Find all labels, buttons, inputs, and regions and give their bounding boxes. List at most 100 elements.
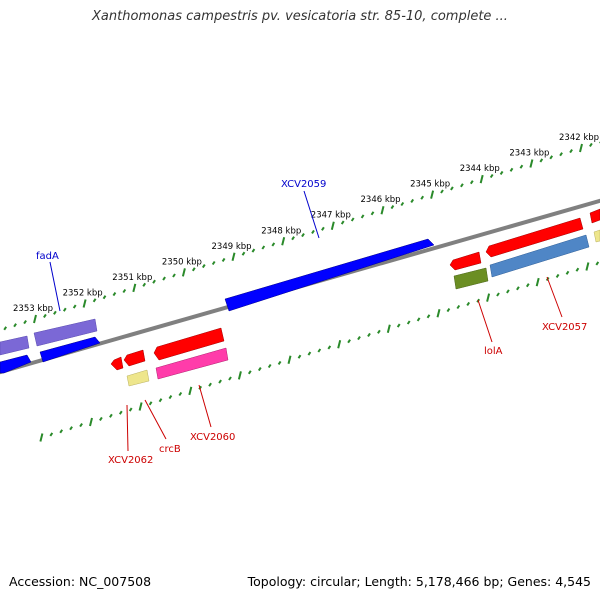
gene-crcB[interactable]: [126, 369, 150, 387]
inner-ruler-major-tick: [337, 340, 342, 349]
inner-ruler-minor-tick: [178, 391, 183, 397]
inner-ruler-minor-tick: [406, 320, 411, 325]
inner-ruler-minor-tick: [307, 351, 312, 356]
leader-XCV2059: [303, 190, 320, 239]
outer-ruler-minor-tick: [142, 282, 147, 287]
inner-ruler-minor-tick: [456, 304, 461, 310]
outer-ruler-minor-tick: [519, 164, 524, 169]
inner-ruler-minor-tick: [317, 348, 322, 353]
outer-ruler-minor-tick: [43, 313, 47, 318]
outer-ruler-major-tick: [132, 283, 137, 293]
inner-ruler-minor-tick: [446, 308, 451, 313]
outer-ruler-minor-tick: [291, 236, 295, 241]
outer-ruler-minor-tick: [321, 226, 325, 231]
inner-ruler-major-tick: [585, 262, 590, 271]
gene-small-red-1[interactable]: [110, 356, 124, 371]
outer-ruler-minor-tick: [172, 273, 176, 278]
outer-ruler-minor-tick: [162, 276, 166, 281]
ruler-label-2350: 2350 kbp: [162, 257, 202, 267]
inner-ruler-minor-tick: [565, 270, 570, 275]
gene-label-lolA[interactable]: lolA: [484, 346, 503, 357]
leader-XCV2060: [198, 384, 212, 428]
inner-ruler-minor-tick: [575, 267, 580, 272]
inner-ruler-minor-tick: [79, 423, 83, 428]
gene-red-pair-left[interactable]: [449, 251, 482, 271]
outer-ruler-minor-tick: [23, 320, 27, 325]
outer-ruler-major-tick: [380, 205, 385, 215]
inner-ruler-minor-tick: [158, 398, 163, 403]
outer-ruler-major-tick: [181, 268, 186, 277]
gene-red-right-edge[interactable]: [589, 208, 600, 224]
footer-accession: Accession: NC_007508: [9, 574, 152, 589]
inner-ruler-minor-tick: [347, 339, 351, 344]
inner-ruler-minor-tick: [59, 429, 64, 434]
leader-XCV2057: [546, 276, 563, 318]
gene-label-crcB[interactable]: crcB: [159, 444, 181, 455]
outer-ruler-minor-tick: [102, 295, 107, 300]
inner-ruler-minor-tick: [416, 317, 421, 322]
gene-label-XCV2060[interactable]: XCV2060: [190, 432, 235, 443]
outer-ruler-minor-tick: [410, 198, 415, 203]
label-leader-lines: [49, 190, 563, 452]
outer-ruler-ticks: [3, 141, 600, 331]
gene-label-fadA[interactable]: fadA: [36, 251, 59, 262]
ruler-label-2353: 2353 kbp: [13, 304, 53, 314]
gene-XCV2059[interactable]: [224, 238, 435, 312]
outer-ruler-minor-tick: [549, 155, 554, 160]
gene-fadA[interactable]: [33, 318, 98, 347]
inner-ruler-minor-tick: [516, 286, 520, 291]
gene-red-long-right[interactable]: [485, 217, 584, 258]
page-title: Xanthomonas campestris pv. vesicatoria s…: [92, 9, 508, 24]
inner-ruler-minor-tick: [118, 410, 123, 415]
gene-label-XCV2059[interactable]: XCV2059: [281, 179, 326, 190]
inner-ruler-minor-tick: [377, 329, 381, 334]
gene-partial-purple-left[interactable]: [0, 335, 30, 356]
gene-label-XCV2057[interactable]: XCV2057: [542, 322, 587, 333]
outer-ruler-minor-tick: [340, 220, 345, 225]
outer-ruler-major-tick: [33, 314, 37, 324]
gene-XCV2060[interactable]: [155, 347, 229, 380]
gene-partial-blue-left[interactable]: [0, 354, 32, 374]
outer-ruler-major-tick: [579, 143, 583, 153]
outer-ruler-minor-tick: [489, 173, 494, 179]
ruler-label-2343: 2343 kbp: [509, 149, 549, 159]
gene-XCV2057[interactable]: [489, 234, 590, 278]
leader-crcB: [144, 399, 167, 440]
inner-ruler-minor-tick: [218, 379, 222, 384]
outer-ruler-minor-tick: [559, 152, 563, 157]
inner-ruler-major-tick: [386, 324, 391, 333]
inner-ruler-minor-tick: [69, 426, 73, 431]
outer-ruler-major-tick: [529, 159, 534, 168]
inner-ruler-major-tick: [535, 277, 540, 287]
inner-ruler-minor-tick: [257, 367, 262, 372]
inner-ruler-major-tick: [138, 402, 143, 411]
outer-ruler-minor-tick: [72, 304, 77, 309]
footer-genome-info: Topology: circular; Length: 5,178,466 bp…: [247, 574, 591, 589]
gene-small-red-2[interactable]: [123, 349, 146, 367]
outer-ruler-minor-tick: [350, 217, 355, 222]
gene-khaki-right-edge[interactable]: [593, 229, 600, 243]
outer-ruler-major-tick: [430, 190, 435, 199]
gene-blue-reverse[interactable]: [39, 336, 101, 363]
outer-ruler-minor-tick: [589, 142, 593, 147]
outer-ruler-minor-tick: [271, 242, 276, 247]
gene-label-XCV2062[interactable]: XCV2062: [108, 455, 153, 466]
outer-ruler-minor-tick: [469, 180, 474, 185]
ruler-label-2351: 2351 kbp: [112, 273, 152, 283]
outer-ruler-minor-tick: [62, 307, 67, 312]
gene-lolA[interactable]: [453, 267, 489, 290]
outer-ruler-major-tick: [82, 299, 87, 308]
gene-red-XCV2060-upper[interactable]: [153, 327, 225, 361]
ruler-label-2347: 2347 kbp: [311, 211, 351, 221]
inner-ruler-major-tick: [89, 417, 93, 427]
inner-ruler-minor-tick: [109, 413, 113, 418]
inner-ruler-minor-tick: [49, 432, 54, 437]
inner-ruler-major-tick: [287, 355, 292, 365]
outer-ruler-minor-tick: [112, 292, 117, 297]
inner-ruler-minor-tick: [277, 360, 282, 365]
inner-ruler-minor-tick: [208, 382, 212, 387]
outer-ruler-major-tick: [330, 221, 335, 230]
ruler-label-2344: 2344 kbp: [460, 164, 500, 174]
gene-features: [0, 208, 600, 387]
